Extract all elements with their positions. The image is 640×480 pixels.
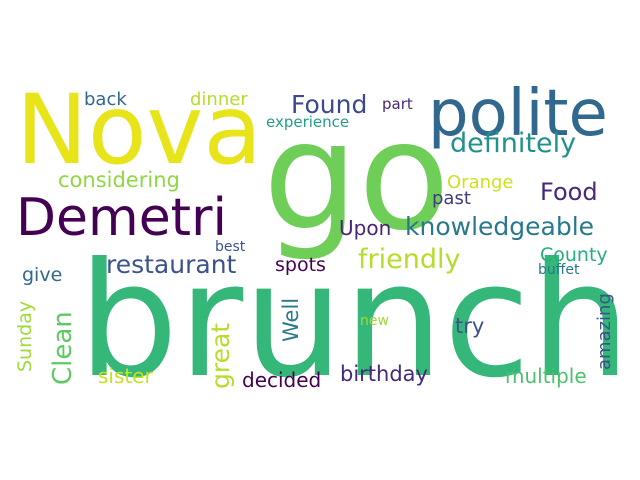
word-friendly: friendly	[358, 244, 461, 275]
word-knowledgeable: knowledgeable	[405, 212, 595, 241]
word-amazing: amazing	[594, 293, 615, 370]
word-food: Food	[540, 178, 598, 206]
word-birthday: birthday	[340, 362, 428, 386]
word-demetri: Demetri	[16, 188, 227, 248]
word-upon: Upon	[339, 216, 392, 240]
word-part: part	[382, 95, 413, 113]
word-county: County	[540, 244, 608, 266]
word-dinner: dinner	[190, 89, 248, 110]
word-give: give	[22, 264, 63, 286]
word-past: past	[432, 188, 471, 209]
word-experience: experience	[266, 113, 350, 131]
word-great: great	[206, 322, 235, 389]
word-back: back	[84, 89, 127, 110]
word-polite: polite	[428, 77, 608, 151]
word-found: Found	[291, 90, 368, 119]
word-considering: considering	[58, 168, 180, 192]
word-sister: sister	[98, 364, 153, 388]
word-restaurant: restaurant	[106, 250, 237, 279]
word-definitely: definitely	[450, 128, 577, 159]
word-clean: Clean	[48, 311, 78, 385]
word-brunch: brunch	[78, 229, 631, 413]
word-try: try	[455, 314, 485, 338]
word-sunday: Sunday	[14, 300, 36, 372]
word-decided: decided	[242, 368, 322, 392]
word-well: Well	[279, 297, 303, 342]
word-best: best	[215, 239, 246, 255]
word-orange: Orange	[447, 172, 514, 193]
word-go: go	[263, 90, 450, 264]
word-buffet: buffet	[538, 262, 580, 278]
word-nova: Nova	[16, 74, 263, 186]
word-multiple: multiple	[505, 364, 587, 388]
word-new: new	[360, 313, 389, 329]
word-spots: spots	[275, 254, 326, 276]
